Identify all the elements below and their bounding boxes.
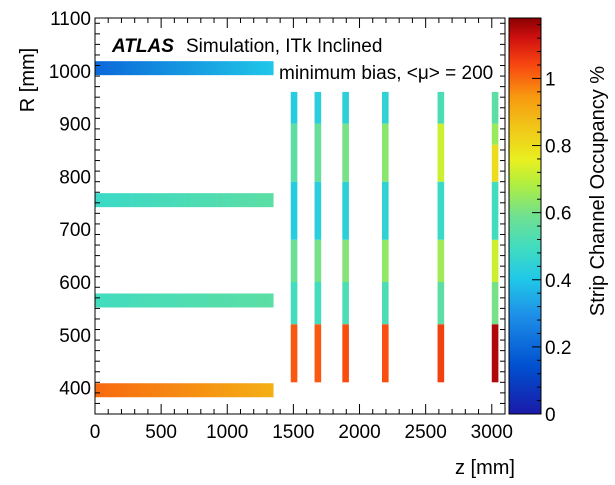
endcap-disk-cell: [491, 282, 499, 325]
endcap-disk-cell: [290, 181, 298, 240]
endcap-disk-cell: [491, 239, 499, 282]
endcap-disk-cell: [290, 239, 298, 282]
heatmap-cells: [95, 61, 499, 398]
endcap-disk-cell: [342, 324, 349, 383]
z-tick-label: 0.8: [545, 137, 571, 158]
x-tick-label: 2000: [338, 422, 380, 443]
endcap-disk-cell: [314, 324, 322, 383]
color-scale-bar: [508, 17, 542, 415]
y-axis: 400 500 600 700 800 900 1000 1100: [49, 9, 505, 415]
endcap-disk-cell: [382, 123, 389, 182]
x-tick-label: 2500: [405, 422, 447, 443]
endcap-disk-cell: [382, 282, 389, 325]
endcap-disk-cell: [491, 123, 499, 145]
endcap-disk-cell: [290, 324, 298, 383]
y-axis-title: R [mm]: [17, 48, 39, 112]
endcap-disk-cell: [314, 239, 322, 282]
z-tick-label: 0.2: [545, 338, 571, 359]
endcap-disk-cell: [342, 123, 349, 182]
x-tick-label: 3000: [471, 422, 513, 443]
endcap-disk-cell: [491, 91, 499, 124]
endcap-disk-cell: [290, 123, 298, 182]
endcap-disk-cell: [290, 91, 298, 124]
y-tick-label: 600: [59, 273, 91, 294]
sample-label: minimum bias, <μ> = 200: [279, 63, 493, 84]
y-tick-label: 700: [59, 220, 91, 241]
barrel-layer-cell: [95, 61, 274, 76]
endcap-disk-cell: [437, 91, 445, 124]
barrel-layer-cell: [95, 193, 274, 208]
endcap-disk-cell: [314, 91, 322, 124]
endcap-disk-cell: [342, 282, 349, 325]
atlas-label: ATLAS: [111, 36, 174, 57]
barrel-layer-cell: [95, 383, 274, 398]
endcap-disk-cell: [437, 123, 445, 182]
y-tick-label: 900: [59, 115, 91, 136]
endcap-disk-cell: [437, 181, 445, 240]
z-tick-label: 0: [545, 405, 556, 426]
x-tick-label: 500: [145, 422, 177, 443]
endcap-disk-cell: [382, 324, 389, 383]
z-tick-label: 1: [545, 69, 556, 90]
y-tick-label: 800: [59, 167, 91, 188]
endcap-disk-cell: [314, 282, 322, 325]
y-tick-label: 1100: [50, 9, 91, 30]
endcap-disk-cell: [314, 123, 322, 182]
y-tick-label: 1000: [49, 62, 91, 83]
subtitle-label: Simulation, ITk Inclined: [186, 36, 382, 57]
endcap-disk-cell: [491, 181, 499, 240]
z-tick-label: 0.4: [545, 271, 572, 292]
endcap-disk-cell: [342, 91, 349, 124]
x-tick-label: 1000: [206, 422, 248, 443]
endcap-disk-cell: [314, 181, 322, 240]
x-axis-title: z [mm]: [455, 457, 515, 479]
endcap-disk-cell: [437, 239, 445, 282]
x-tick-label: 1500: [272, 422, 314, 443]
endcap-disk-cell: [382, 181, 389, 240]
plot-frame: [94, 17, 506, 415]
x-tick-label: 0: [90, 422, 101, 443]
barrel-layer-cell: [95, 293, 274, 308]
endcap-disk-cell: [382, 91, 389, 124]
endcap-disk-cell: [290, 282, 298, 325]
endcap-disk-cell: [491, 144, 499, 182]
y-tick-label: 400: [59, 379, 91, 400]
endcap-disk-cell: [342, 181, 349, 240]
color-scale-title: Strip Channel Occupancy %: [587, 66, 609, 316]
x-axis: 0 500 1000 1500 2000 2500 3000: [90, 18, 513, 443]
endcap-disk-cell: [437, 324, 445, 383]
endcap-disk-cell: [382, 239, 389, 282]
z-tick-label: 0.6: [545, 204, 571, 225]
y-tick-label: 500: [59, 326, 91, 347]
endcap-disk-cell: [491, 324, 499, 383]
endcap-disk-cell: [342, 239, 349, 282]
endcap-disk-cell: [437, 282, 445, 325]
color-scale-axis: 0 0.2 0.4 0.6 0.8 1: [532, 24, 572, 426]
